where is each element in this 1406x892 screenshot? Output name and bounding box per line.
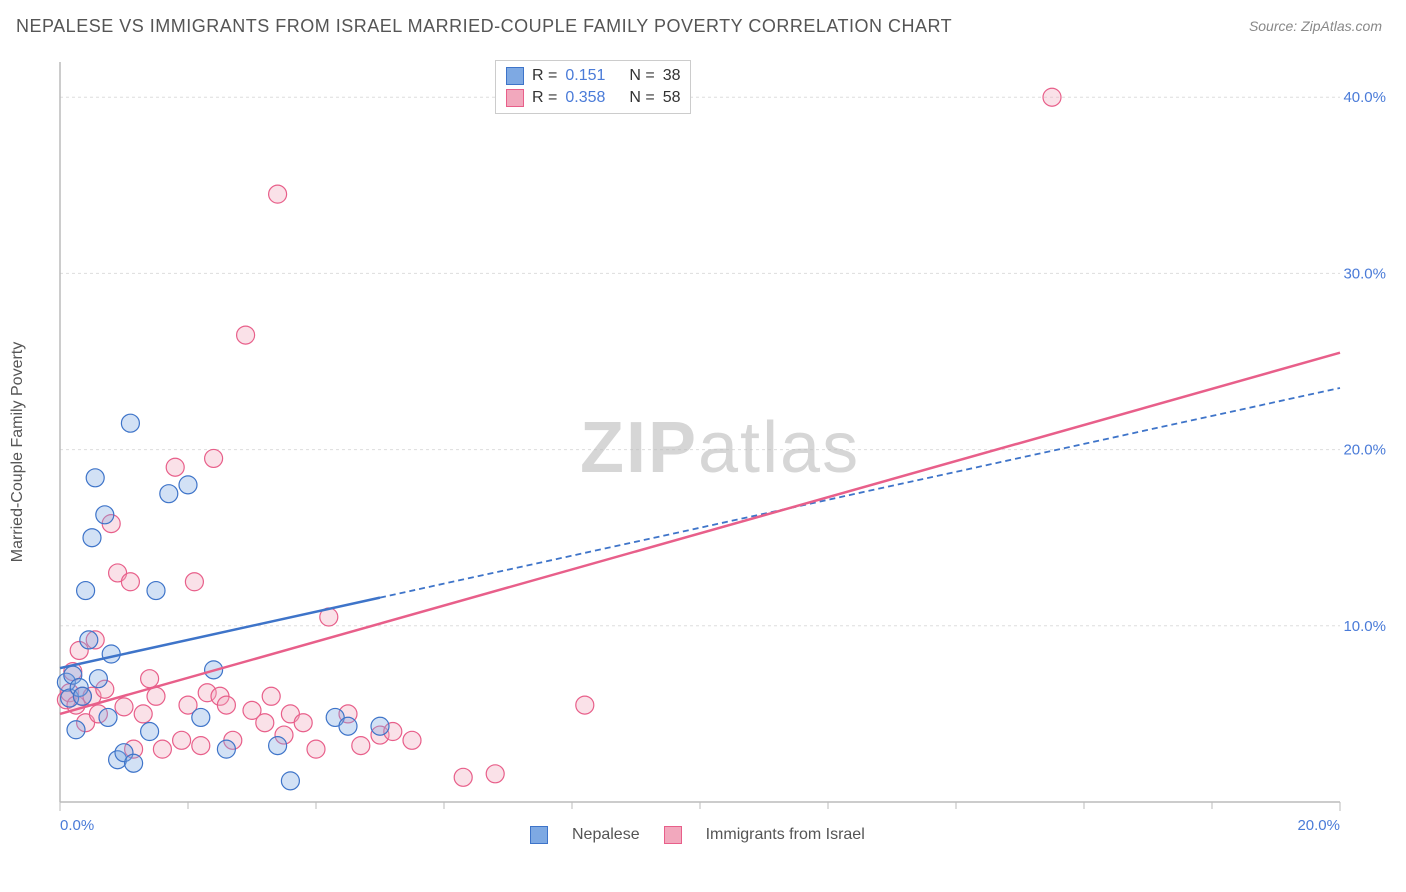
legend-swatch — [506, 89, 524, 107]
svg-text:20.0%: 20.0% — [1297, 817, 1340, 834]
y-axis-label: Married-Couple Family Poverty — [9, 342, 27, 563]
legend-swatch — [506, 67, 524, 85]
legend-label: Immigrants from Israel — [706, 826, 865, 844]
chart-source: Source: ZipAtlas.com — [1249, 18, 1382, 34]
svg-text:0.0%: 0.0% — [60, 817, 94, 834]
watermark: ZIPatlas — [580, 407, 860, 489]
svg-text:10.0%: 10.0% — [1343, 618, 1386, 635]
chart-title: NEPALESE VS IMMIGRANTS FROM ISRAEL MARRI… — [16, 16, 952, 37]
chart-area: Married-Couple Family Poverty 0.0%20.0%1… — [50, 52, 1390, 852]
chart-header: NEPALESE VS IMMIGRANTS FROM ISRAEL MARRI… — [0, 0, 1406, 48]
svg-text:40.0%: 40.0% — [1343, 89, 1386, 106]
svg-text:20.0%: 20.0% — [1343, 442, 1386, 459]
stats-row: R =0.151N =38 — [506, 65, 680, 87]
stats-row: R =0.358N =58 — [506, 87, 680, 109]
legend-swatch — [664, 826, 682, 844]
svg-text:30.0%: 30.0% — [1343, 265, 1386, 282]
legend-swatch — [530, 826, 548, 844]
stats-legend-box: R =0.151N =38R =0.358N =58 — [495, 60, 691, 114]
legend-label: Nepalese — [572, 826, 640, 844]
series-legend: Nepalese Immigrants from Israel — [530, 826, 865, 844]
